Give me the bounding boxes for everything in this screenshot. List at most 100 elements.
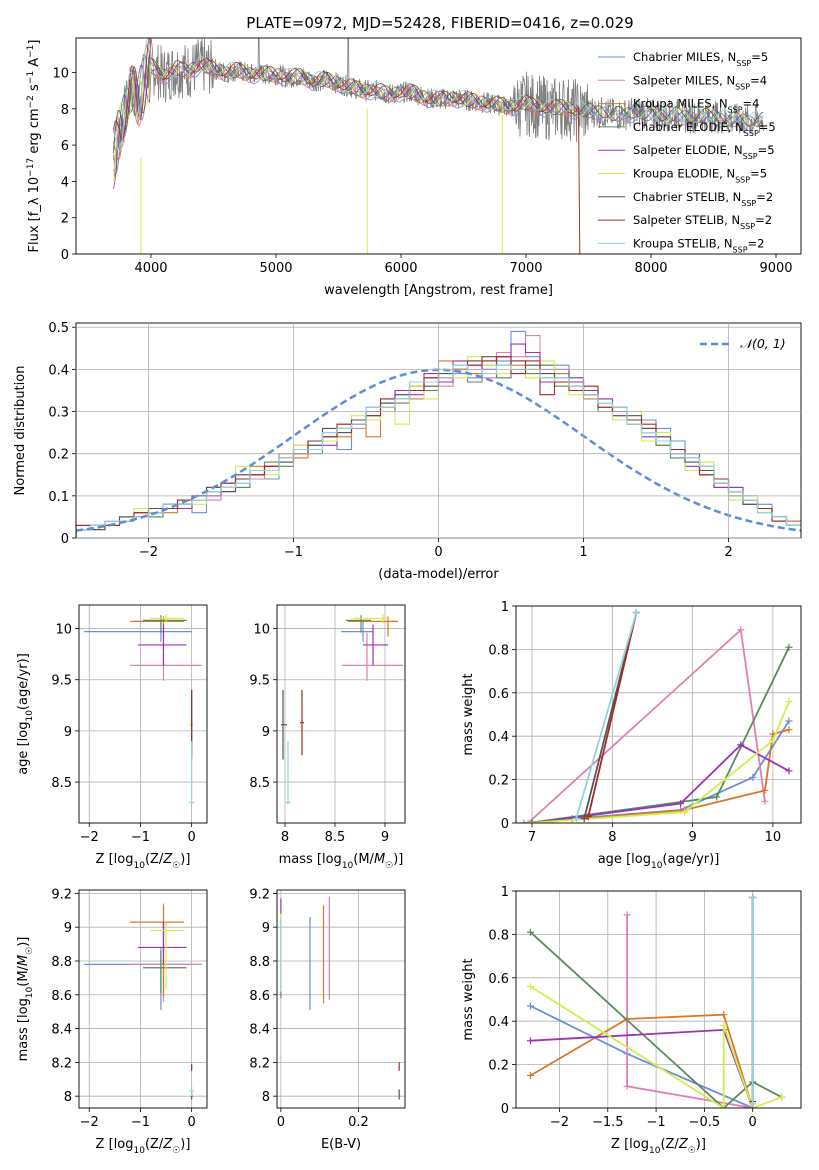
- axes-frame: [515, 890, 802, 1109]
- y-tick-label: 0.2: [488, 774, 509, 789]
- age_vs_mass-points: [281, 614, 403, 805]
- weight-marker: [713, 793, 721, 801]
- legend-label: Salpeter MILES, NSSP=4: [633, 73, 767, 91]
- y-tick-label: 10: [55, 623, 72, 638]
- weight-line-2: [530, 1013, 754, 1108]
- x-tick-label: 9000: [759, 261, 792, 276]
- y-tick-label: 10: [52, 66, 69, 81]
- x-tick-label: 0: [187, 830, 195, 845]
- weight-marker: [737, 741, 745, 749]
- weight_vs_age-lines: [520, 609, 793, 823]
- legend-label: Salpeter ELODIE, NSSP=5: [633, 143, 775, 161]
- weight-marker: [785, 717, 793, 725]
- x-axis-label: wavelength [Angstrom, rest frame]: [324, 283, 553, 298]
- x-tick-label: 0: [434, 545, 442, 560]
- y-tick-label: 0.4: [488, 1015, 509, 1030]
- weight-marker: [677, 799, 685, 807]
- x-tick-label: 2: [724, 545, 732, 560]
- y-tick-label: 8.5: [51, 776, 72, 791]
- x-axis-label: mass [log10(M/M☉)]: [279, 852, 404, 871]
- y-tick-label: 9: [64, 921, 72, 936]
- y-tick-label: 0: [61, 248, 69, 263]
- legend-label: Kroupa MILES, NSSP=4: [633, 97, 759, 115]
- y-tick-label: 6: [61, 139, 69, 154]
- y-tick-label: 10: [253, 623, 270, 638]
- x-tick-label: 8: [281, 830, 289, 845]
- spectrum-legend: Chabrier MILES, NSSP=5 Salpeter MILES, NS…: [598, 50, 776, 254]
- x-tick-label: 7000: [509, 261, 542, 276]
- histogram-step-8: [76, 364, 801, 538]
- y-tick-label: 0.8: [488, 928, 509, 943]
- y-tick-label: 9.2: [51, 887, 72, 902]
- legend-label: Salpeter STELIB, NSSP=2: [633, 213, 772, 231]
- y-tick-label: 8: [262, 1090, 270, 1105]
- weight-line-3: [527, 646, 790, 823]
- weight-marker: [526, 1037, 534, 1045]
- x-tick-label: −1: [131, 1115, 150, 1130]
- y-tick-label: 9.5: [51, 674, 72, 689]
- x-tick-label: 0: [187, 1115, 195, 1130]
- weight-marker: [769, 737, 777, 745]
- x-tick-label: 1: [579, 545, 587, 560]
- y-tick-label: 0.5: [48, 321, 69, 336]
- weight-marker: [632, 609, 640, 617]
- weight-marker: [749, 894, 757, 902]
- x-axis-label: age [log10(age/yr)]: [598, 852, 720, 871]
- axes-frame: [276, 604, 406, 824]
- y-tick-label: 8.5: [249, 776, 270, 791]
- x-tick-label: 8000: [634, 261, 667, 276]
- y-tick-label: 8.2: [249, 1056, 270, 1071]
- weight-marker: [526, 982, 534, 990]
- spectrum-lines: [113, 38, 764, 254]
- y-axis-label: mass weight: [461, 673, 476, 755]
- y-tick-label: 0.6: [488, 972, 509, 987]
- weight-line-1: [626, 914, 753, 1108]
- y-tick-label: 0.4: [48, 363, 69, 378]
- x-tick-label: 8.5: [325, 830, 346, 845]
- weight-marker: [761, 786, 769, 794]
- weight-line-5: [527, 701, 790, 823]
- weight-line-7: [587, 612, 638, 817]
- x-tick-label: −2: [80, 1115, 99, 1130]
- legend-label: 𝒩(0, 1): [740, 336, 786, 351]
- y-tick-label: 0.6: [488, 687, 509, 702]
- weight-marker: [584, 812, 592, 820]
- weight-marker: [526, 1071, 534, 1079]
- model-spectrum-7: [113, 38, 581, 254]
- legend-label: Kroupa STELIB, NSSP=2: [633, 236, 764, 254]
- y-tick-label: 1: [501, 600, 509, 615]
- x-tick-label: 4000: [134, 261, 167, 276]
- y-tick-label: 8.2: [51, 1056, 72, 1071]
- weight-marker: [524, 819, 532, 823]
- weight-marker: [749, 773, 757, 781]
- y-tick-label: 8.6: [249, 989, 270, 1004]
- x-axis-label: Z [log10(Z/Z☉)]: [96, 1137, 191, 1156]
- y-tick-label: 9.5: [249, 674, 270, 689]
- spectrum-panel: 4000 5000 6000 7000 8000 9000 0 2 4 6 8 10 wavelengt…: [26, 37, 802, 298]
- figure-title: PLATE=0972, MJD=52428, FIBERID=0416, z=0…: [246, 14, 633, 32]
- x-tick-label: 6000: [384, 261, 417, 276]
- model-spectrum-5: [113, 62, 764, 182]
- weight-line-2: [532, 728, 790, 823]
- weight-marker: [720, 1022, 728, 1030]
- y-tick-label: 1: [501, 885, 509, 900]
- weight-marker: [623, 911, 631, 919]
- weight-marker: [720, 1011, 728, 1019]
- weight-marker: [526, 1002, 534, 1010]
- axes-frame: [78, 889, 208, 1109]
- x-axis-label: E(B-V): [321, 1137, 361, 1152]
- y-tick-label: 0.1: [48, 490, 69, 505]
- x-tick-label: −1: [646, 1115, 665, 1130]
- axes-frame: [515, 605, 802, 824]
- y-tick-label: 9.2: [249, 887, 270, 902]
- weight-line-3: [529, 931, 783, 1108]
- x-tick-label: 0.2: [348, 1115, 369, 1130]
- x-tick-label: −2: [550, 1115, 569, 1130]
- y-tick-label: 0: [501, 1102, 509, 1117]
- mass_vs_ebv-points: [280, 896, 400, 1100]
- weight-marker: [778, 1093, 786, 1101]
- x-tick-label: 0: [277, 1115, 285, 1130]
- y-tick-label: 8.8: [249, 955, 270, 970]
- x-axis-label: Z [log10(Z/Z☉)]: [611, 1137, 706, 1156]
- model-spectrum-1: [113, 38, 764, 149]
